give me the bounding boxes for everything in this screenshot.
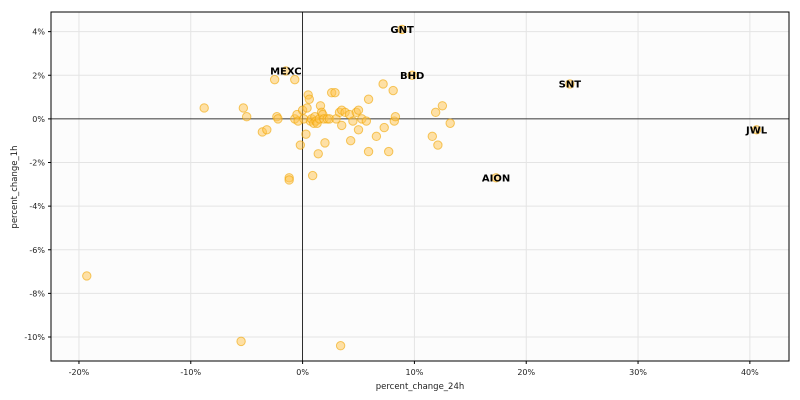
data-point <box>290 74 300 85</box>
data-point <box>388 85 398 96</box>
data-point <box>269 74 280 85</box>
data-points <box>82 74 455 351</box>
data-point <box>262 125 272 135</box>
data-point <box>363 146 374 157</box>
plot-background <box>51 12 789 361</box>
data-point <box>82 271 92 281</box>
data-point <box>353 105 364 115</box>
x-tick-label: 10% <box>406 368 424 377</box>
y-tick-labels: -10% -8% -6% -4% -2% 0% 2% 4% <box>24 28 51 342</box>
x-axis-label: percent_change_24h <box>376 382 465 392</box>
x-tick-label: 20% <box>517 368 535 377</box>
data-point <box>383 146 394 157</box>
data-point <box>301 129 311 139</box>
data-point <box>284 175 294 185</box>
data-point <box>307 170 318 181</box>
data-point <box>304 94 314 104</box>
data-point <box>241 112 252 122</box>
x-tick-label: 30% <box>629 368 647 377</box>
annotated-point <box>397 24 407 35</box>
x-tick-labels: -20% -10% 0% 10% 20% 30% 40% <box>69 361 759 377</box>
data-point <box>330 88 340 98</box>
y-tick-label: 0% <box>32 115 45 124</box>
point-label: JWL <box>745 125 768 136</box>
data-point <box>273 114 283 124</box>
data-point <box>437 101 448 111</box>
data-point <box>335 341 346 351</box>
y-tick-label: -8% <box>29 289 45 298</box>
data-point <box>390 112 401 122</box>
annotated-point <box>565 79 575 89</box>
data-point <box>313 149 323 159</box>
data-point <box>427 131 437 142</box>
annotated-point <box>407 70 417 80</box>
y-tick-label: -4% <box>29 202 45 211</box>
data-point <box>430 107 441 118</box>
y-tick-label: -10% <box>24 333 45 342</box>
x-tick-label: 40% <box>741 368 759 377</box>
data-point <box>320 138 330 148</box>
y-tick-label: -2% <box>29 159 45 168</box>
data-point <box>353 125 364 135</box>
data-point <box>378 79 388 89</box>
data-point <box>348 116 358 126</box>
data-point <box>302 103 312 113</box>
data-point <box>371 131 382 142</box>
y-tick-label: 4% <box>32 28 45 37</box>
data-point <box>433 140 443 150</box>
data-point <box>199 103 209 113</box>
annotated-point <box>751 125 762 135</box>
data-point <box>236 336 246 347</box>
y-tick-label: 2% <box>32 71 45 80</box>
y-tick-label: -6% <box>29 246 45 255</box>
data-point <box>337 120 347 131</box>
x-tick-label: -10% <box>180 368 201 377</box>
y-axis-label: percent_change_1h <box>10 145 20 228</box>
annotated-point <box>281 66 291 76</box>
point-label: GNT <box>390 25 414 36</box>
data-point <box>445 118 455 128</box>
data-point <box>238 103 249 113</box>
data-point <box>361 116 372 126</box>
reference-lines <box>51 12 789 361</box>
point-label: AION <box>482 173 510 184</box>
data-point <box>363 94 374 104</box>
x-tick-label: -20% <box>69 368 90 377</box>
data-point <box>379 122 389 133</box>
point-label: SNT <box>559 79 582 90</box>
point-label: BHD <box>400 71 424 82</box>
data-point <box>295 140 306 150</box>
data-point <box>345 135 356 146</box>
point-label: MEXC <box>270 66 301 77</box>
point-annotations: GNT MEXC BHD SNT JWL AION <box>270 24 768 184</box>
x-tick-label: 0% <box>296 368 309 377</box>
annotated-point <box>491 173 501 183</box>
plot-frame <box>50 11 790 362</box>
